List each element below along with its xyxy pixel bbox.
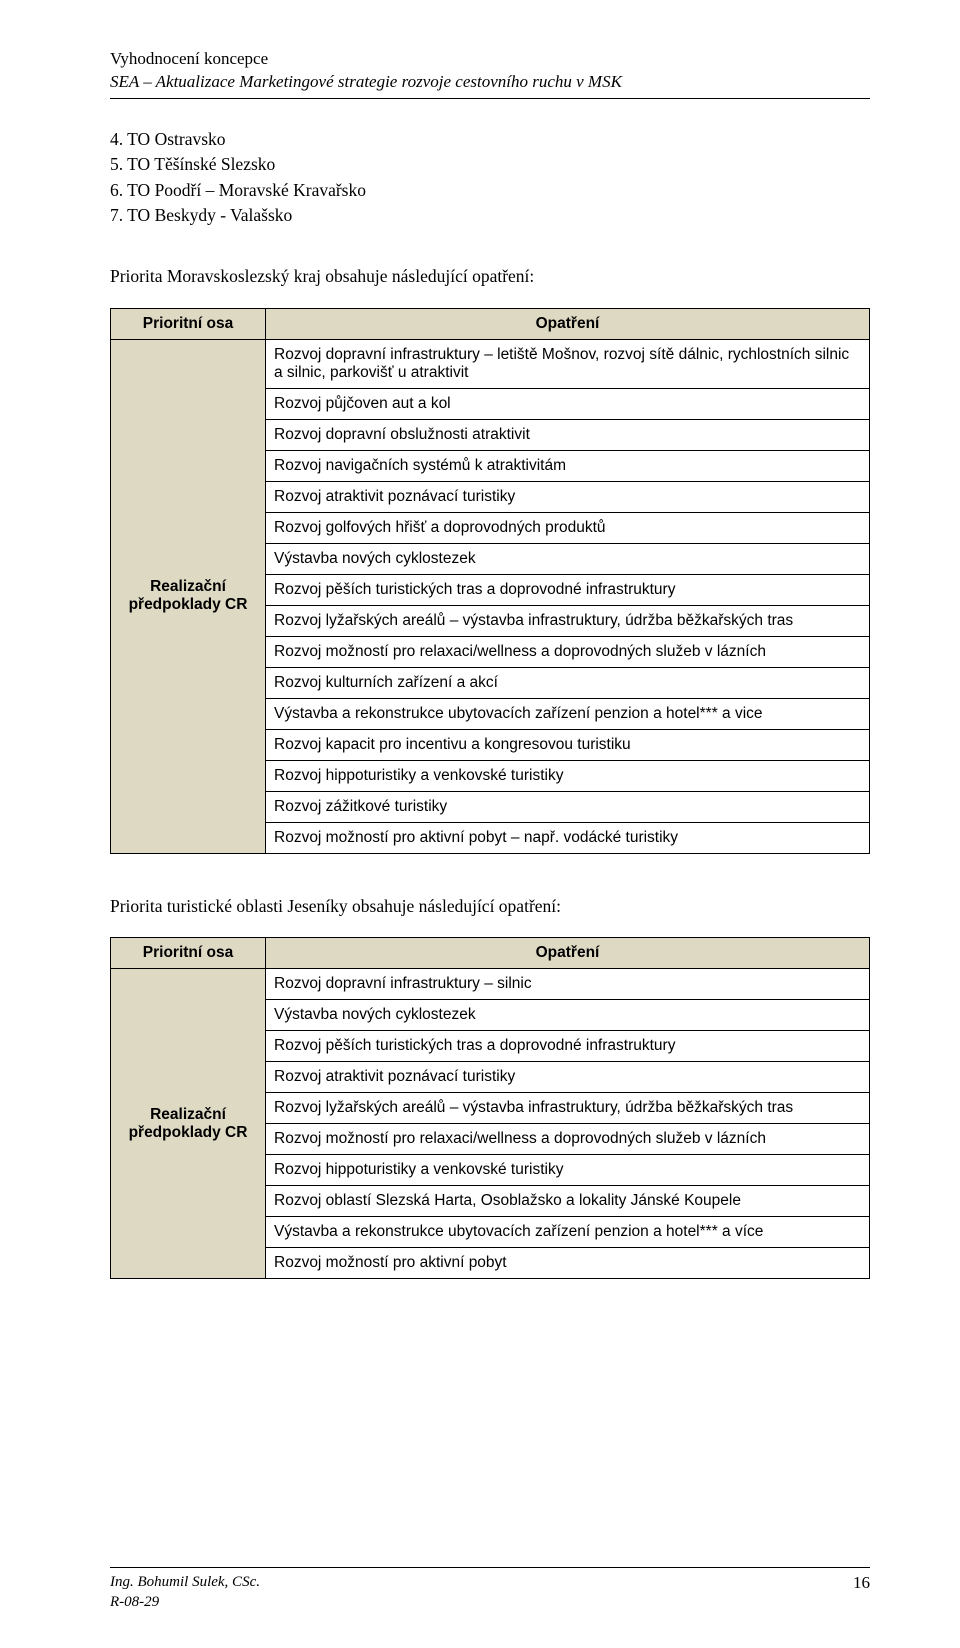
table-side-label: Realizační předpoklady CR xyxy=(111,969,266,1279)
table-row: Rozvoj možností pro relaxaci/wellness a … xyxy=(266,636,870,667)
header-rule xyxy=(110,98,870,99)
list-item: 7. TO Beskydy - Valašsko xyxy=(110,203,870,228)
table-jeseniky: Prioritní osa Opatření Realizační předpo… xyxy=(110,937,870,1279)
table-row: Rozvoj možností pro relaxaci/wellness a … xyxy=(266,1124,870,1155)
table-row: Rozvoj hippoturistiky a venkovské turist… xyxy=(266,1155,870,1186)
table-row: Rozvoj půjčoven aut a kol xyxy=(266,388,870,419)
table-header-left: Prioritní osa xyxy=(111,308,266,339)
footer-page-number: 16 xyxy=(853,1572,870,1613)
table-row: Rozvoj lyžařských areálů – výstavba infr… xyxy=(266,605,870,636)
table-row: Rozvoj možností pro aktivní pobyt – např… xyxy=(266,822,870,853)
footer-rule xyxy=(110,1567,870,1568)
table-row: Rozvoj oblastí Slezská Harta, Osoblažsko… xyxy=(266,1186,870,1217)
table-side-label: Realizační předpoklady CR xyxy=(111,339,266,853)
table-row: Rozvoj kulturních zařízení a akcí xyxy=(266,667,870,698)
table-row: Rozvoj navigačních systémů k atraktivitá… xyxy=(266,450,870,481)
table-row: Výstavba a rekonstrukce ubytovacích zaří… xyxy=(266,698,870,729)
table-row: Rozvoj možností pro aktivní pobyt xyxy=(266,1248,870,1279)
numbered-list: 4. TO Ostravsko 5. TO Těšínské Slezsko 6… xyxy=(110,127,870,229)
doc-header-line1: Vyhodnocení koncepce xyxy=(110,48,870,71)
footer-ref: R-08-29 xyxy=(110,1592,260,1612)
table-row: Výstavba nových cyklostezek xyxy=(266,1000,870,1031)
table-row: Výstavba nových cyklostezek xyxy=(266,543,870,574)
table-row: Rozvoj zážitkové turistiky xyxy=(266,791,870,822)
page-footer: Ing. Bohumil Sulek, CSc. R-08-29 16 xyxy=(110,1567,870,1613)
table-row: Rozvoj golfových hřišť a doprovodných pr… xyxy=(266,512,870,543)
table-row: Rozvoj pěších turistických tras a doprov… xyxy=(266,574,870,605)
table-row: Rozvoj dopravní infrastruktury – silnic xyxy=(266,969,870,1000)
table-row: Rozvoj atraktivit poznávací turistiky xyxy=(266,481,870,512)
footer-author: Ing. Bohumil Sulek, CSc. xyxy=(110,1572,260,1592)
table-row: Rozvoj dopravní obslužnosti atraktivit xyxy=(266,419,870,450)
table-header-left: Prioritní osa xyxy=(111,938,266,969)
list-item: 5. TO Těšínské Slezsko xyxy=(110,152,870,177)
table-header-right: Opatření xyxy=(266,938,870,969)
table-msk: Prioritní osa Opatření Realizační předpo… xyxy=(110,308,870,854)
table-row: Rozvoj atraktivit poznávací turistiky xyxy=(266,1062,870,1093)
table-row: Rozvoj dopravní infrastruktury – letiště… xyxy=(266,339,870,388)
table-row: Rozvoj hippoturistiky a venkovské turist… xyxy=(266,760,870,791)
list-item: 6. TO Poodří – Moravské Kravařsko xyxy=(110,178,870,203)
intro-paragraph-1: Priorita Moravskoslezský kraj obsahuje n… xyxy=(110,264,870,289)
table-row: Rozvoj lyžařských areálů – výstavba infr… xyxy=(266,1093,870,1124)
table-row: Rozvoj pěších turistických tras a doprov… xyxy=(266,1031,870,1062)
doc-header-line2: SEA – Aktualizace Marketingové strategie… xyxy=(110,71,870,94)
intro-paragraph-2: Priorita turistické oblasti Jeseníky obs… xyxy=(110,894,870,919)
list-item: 4. TO Ostravsko xyxy=(110,127,870,152)
table-row: Rozvoj kapacit pro incentivu a kongresov… xyxy=(266,729,870,760)
table-header-right: Opatření xyxy=(266,308,870,339)
table-row: Výstavba a rekonstrukce ubytovacích zaří… xyxy=(266,1217,870,1248)
